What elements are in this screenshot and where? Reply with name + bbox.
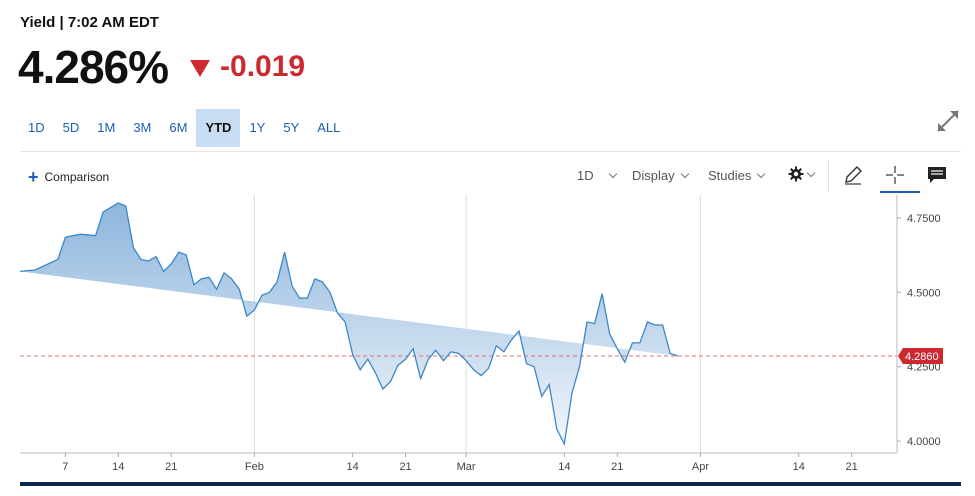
- toolbar-divider: [828, 160, 829, 192]
- active-tool-indicator: [880, 191, 920, 193]
- x-tick-label: 14: [112, 461, 124, 473]
- range-5y[interactable]: 5Y: [283, 120, 300, 135]
- expand-icon[interactable]: [935, 108, 961, 134]
- range-all[interactable]: ALL: [317, 120, 341, 135]
- x-tick-label: 21: [846, 461, 858, 473]
- x-tick-label: Feb: [245, 461, 264, 473]
- yield-chart[interactable]: 7 14 21 Feb 14 21 Mar 14 21 Apr 14 21 4.75004.50004…: [0, 195, 975, 480]
- chevron-down-icon: [680, 169, 689, 179]
- x-tick-label: 14: [558, 461, 570, 473]
- display-dropdown[interactable]: Display: [632, 168, 689, 183]
- settings-dropdown[interactable]: [788, 166, 816, 182]
- x-tick-label: Mar: [457, 461, 476, 473]
- y-tick-label: 4.2500: [907, 362, 941, 374]
- y-tick-label: 4.0000: [907, 436, 941, 448]
- range-ytd[interactable]: YTD: [196, 109, 241, 147]
- chart-bottom-bar: [20, 482, 961, 486]
- studies-label: Studies: [708, 168, 752, 183]
- last-value-label: 4.2860: [905, 351, 939, 363]
- y-tick-label: 4.7500: [907, 213, 941, 225]
- pencil-icon[interactable]: [842, 164, 864, 186]
- y-axis-ticks: 4.7500 4.5000 4.2500 4.0000: [897, 213, 941, 448]
- x-axis-ticks: 7 14 21 Feb 14 21 Mar 14 21 Apr 14 21: [62, 453, 858, 473]
- chevron-down-icon: [757, 169, 766, 179]
- interval-dropdown[interactable]: 1D: [577, 168, 617, 183]
- down-triangle-icon: [190, 59, 211, 77]
- x-tick-label: 14: [347, 461, 359, 473]
- price-row: 4.286% -0.019: [18, 40, 305, 94]
- chart-gridlines: [253, 195, 701, 453]
- interval-label: 1D: [577, 168, 594, 183]
- range-3m[interactable]: 3M: [133, 120, 152, 135]
- range-selector: 1D 5D 1M 3M 6M YTD 1Y 5Y ALL: [20, 109, 349, 147]
- chart-toolbar: + Comparison 1D Display Studies: [20, 151, 961, 196]
- x-tick-label: 21: [165, 461, 177, 473]
- range-1d[interactable]: 1D: [28, 120, 45, 135]
- last-value-badge-background: [898, 347, 943, 364]
- change-amount: -0.019: [220, 50, 306, 83]
- y-tick-label: 4.5000: [907, 287, 941, 299]
- plus-icon: +: [28, 167, 39, 187]
- current-yield: 4.286%: [18, 41, 169, 93]
- x-tick-label: 21: [399, 461, 411, 473]
- x-tick-label: 21: [611, 461, 623, 473]
- header-meta: Yield | 7:02 AM EDT: [20, 14, 159, 31]
- x-tick-label: 14: [793, 461, 805, 473]
- yield-area: [20, 203, 678, 444]
- range-1m[interactable]: 1M: [97, 120, 116, 135]
- studies-dropdown[interactable]: Studies: [708, 168, 766, 183]
- x-tick-label: 7: [62, 461, 68, 473]
- display-label: Display: [632, 168, 675, 183]
- chevron-down-icon: [806, 168, 816, 177]
- gear-icon: [788, 166, 804, 182]
- crosshair-icon[interactable]: [884, 164, 906, 186]
- yield-line: [19, 202, 679, 447]
- comparison-button[interactable]: + Comparison: [28, 167, 110, 187]
- last-value-badge: 4.2860: [898, 347, 943, 364]
- comparison-label: Comparison: [44, 170, 110, 184]
- chevron-down-icon: [608, 169, 617, 179]
- comment-icon[interactable]: [926, 164, 948, 186]
- range-1y[interactable]: 1Y: [249, 120, 266, 135]
- range-5d[interactable]: 5D: [62, 120, 80, 135]
- x-tick-label: Apr: [692, 461, 709, 473]
- change-value: -0.019: [190, 50, 305, 84]
- range-6m[interactable]: 6M: [169, 120, 188, 135]
